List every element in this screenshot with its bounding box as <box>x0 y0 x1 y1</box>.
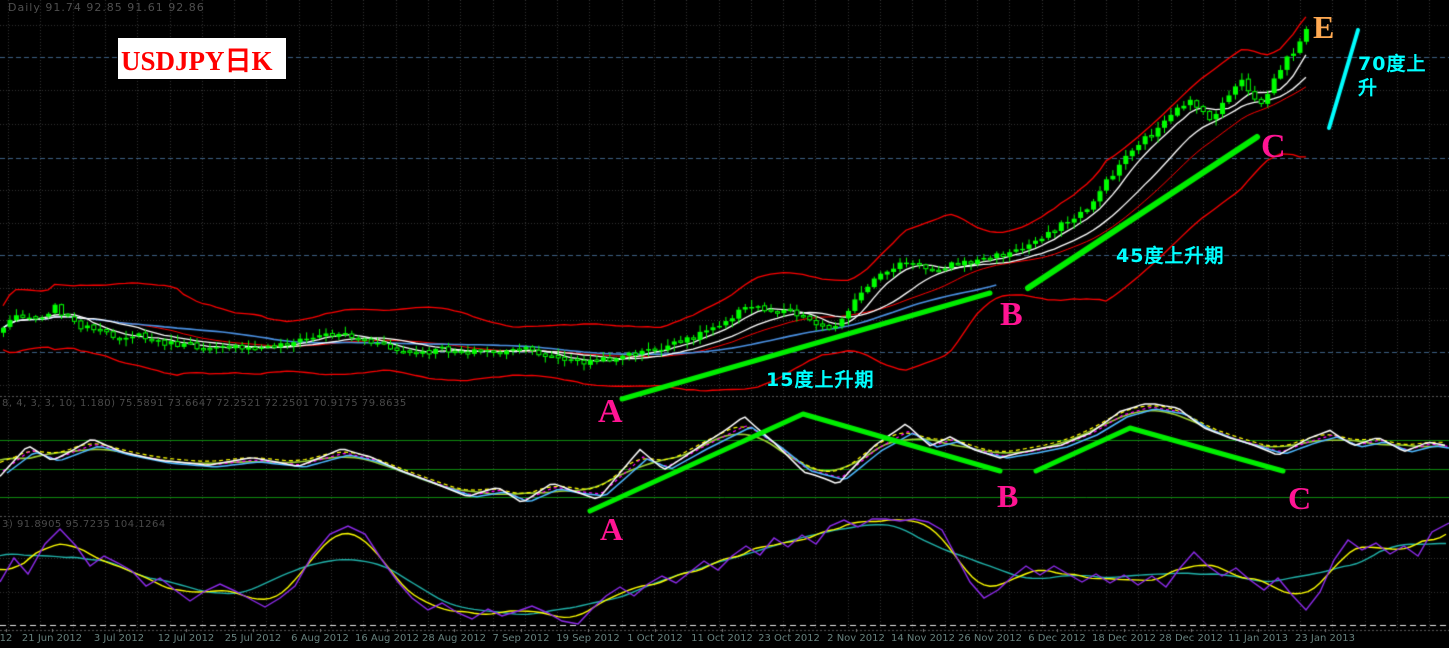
symbol-label-box[interactable]: USDJPY日K <box>118 38 286 79</box>
indicator1-params: 8, 4, 3, 3, 10, 1.180) 75.5891 73.6647 7… <box>2 398 407 409</box>
ohlc-info: Daily 91.74 92.85 91.61 92.86 <box>8 1 205 14</box>
indicator2-params: 3) 91.8905 95.7235 104.1264 <box>2 519 166 530</box>
symbol-label: USDJPY日K <box>121 46 273 76</box>
